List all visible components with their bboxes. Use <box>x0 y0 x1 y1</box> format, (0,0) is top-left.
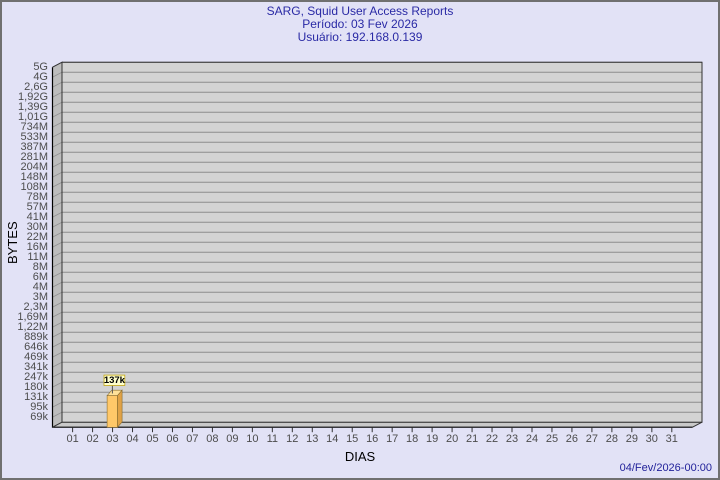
svg-text:137k: 137k <box>104 375 126 386</box>
